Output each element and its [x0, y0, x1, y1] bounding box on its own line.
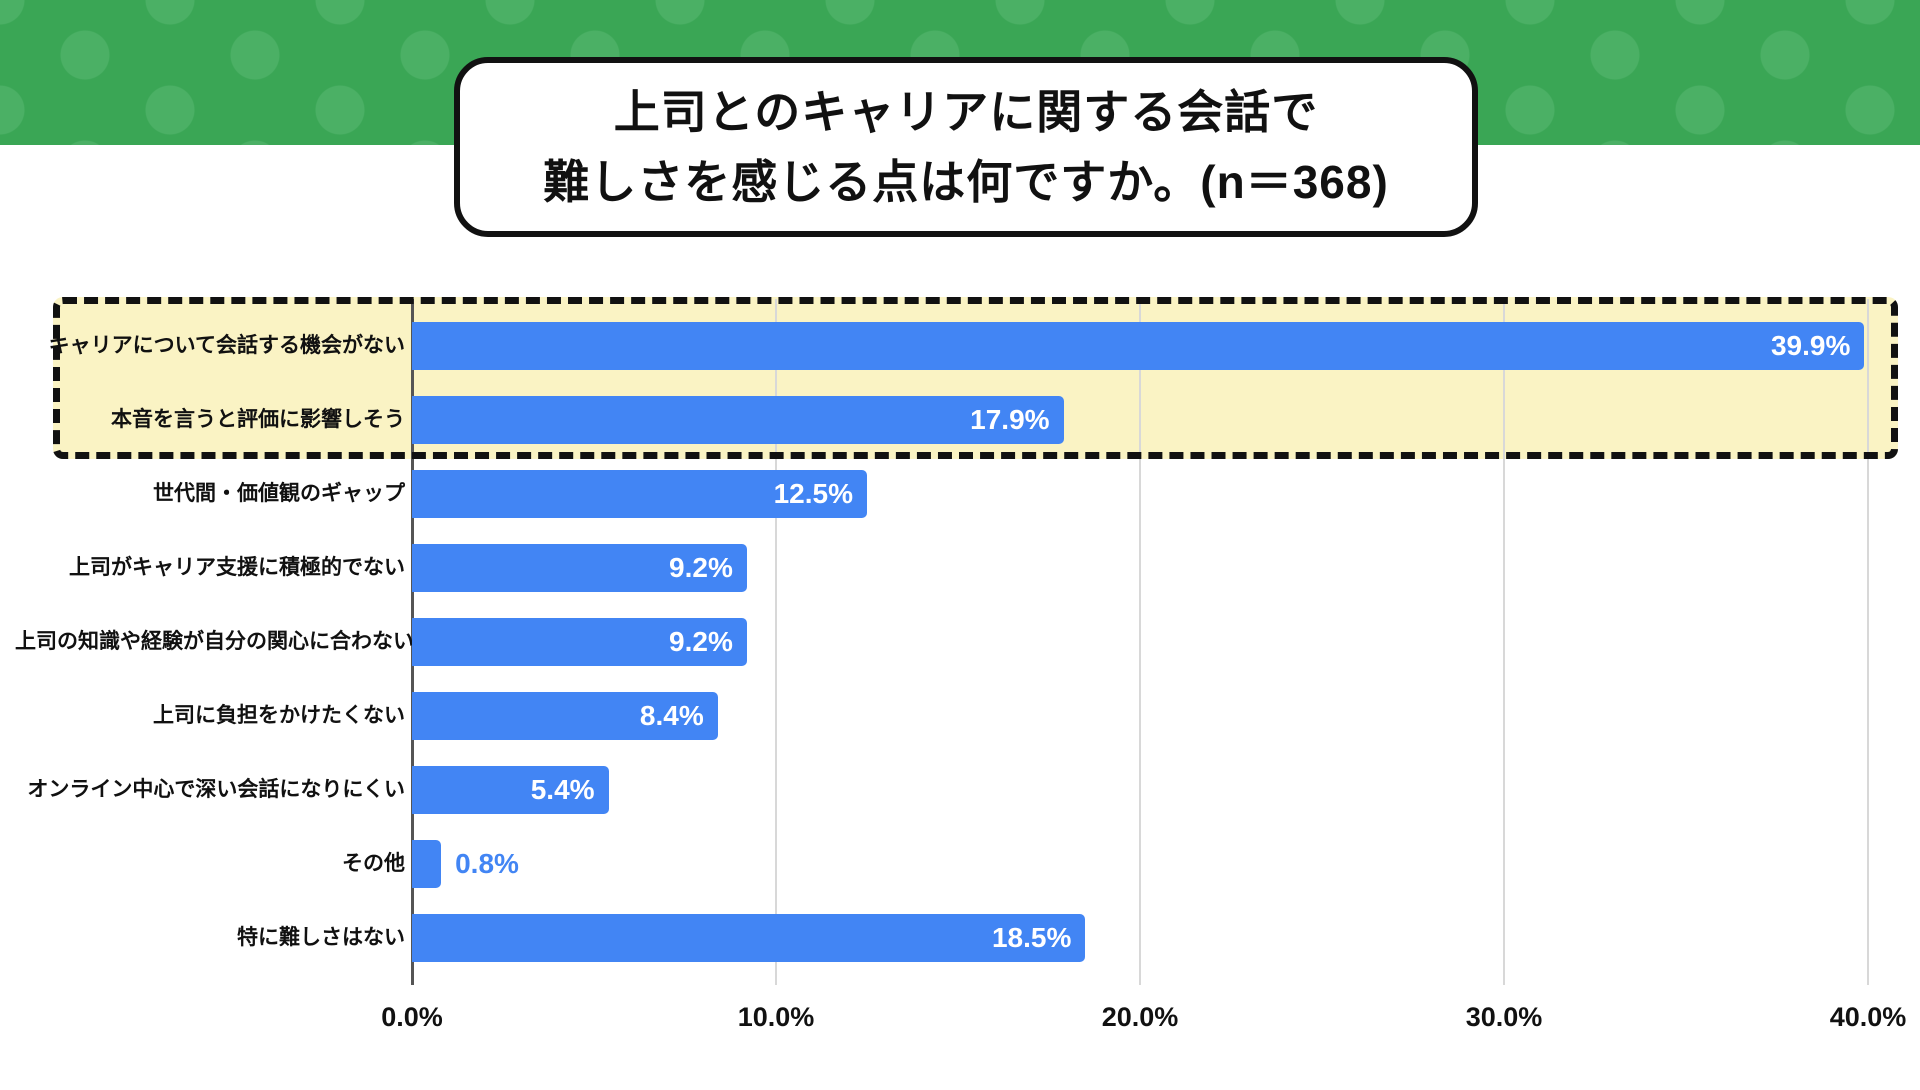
- category-label: 上司がキャリア支援に積極的でない: [69, 556, 405, 579]
- bar: 39.9%: [412, 322, 1865, 370]
- category-label: 本音を言うと評価に影響しそう: [111, 408, 405, 431]
- value-label: 12.5%: [773, 478, 853, 509]
- bar: 8.4%: [412, 692, 718, 740]
- category-label: その他: [342, 852, 405, 875]
- bar-row: オンライン中心で深い会話になりにくい 5.4%: [0, 766, 1920, 814]
- bar: 18.5%: [412, 914, 1086, 962]
- bar: 5.4%: [412, 766, 609, 814]
- bar: 12.5%: [412, 470, 867, 518]
- gridline: [1503, 299, 1505, 985]
- bar-row: 特に難しさはない 18.5%: [0, 914, 1920, 962]
- gridline: [1867, 299, 1869, 985]
- value-label: 18.5%: [991, 922, 1072, 953]
- category-label: オンライン中心で深い会話になりにくい: [27, 778, 405, 801]
- bar-row: 上司に負担をかけたくない 8.4%: [0, 692, 1920, 740]
- value-label: 17.9%: [970, 404, 1050, 435]
- bar-row: 上司がキャリア支援に積極的でない 9.2%: [0, 544, 1920, 592]
- gridline: [1139, 299, 1141, 985]
- page-title-line-2: 難しさを感じる点は何ですか。(n＝368): [543, 156, 1389, 208]
- category-label: 上司に負担をかけたくない: [153, 704, 405, 727]
- bar: [412, 840, 442, 888]
- bar: 9.2%: [412, 544, 747, 592]
- value-label: 5.4%: [530, 774, 595, 805]
- bar-row: 上司の知識や経験が自分の関心に合わない 9.2%: [0, 618, 1920, 666]
- title-card: 上司とのキャリアに関する会話で 難しさを感じる点は何ですか。(n＝368): [454, 57, 1478, 237]
- value-label: 0.8%: [455, 848, 519, 879]
- x-tick-label: 30.0%: [1465, 1002, 1543, 1032]
- value-label: 8.4%: [639, 700, 704, 731]
- bar-row: 世代間・価値観のギャップ 12.5%: [0, 470, 1920, 518]
- x-tick-label: 40.0%: [1829, 1002, 1907, 1032]
- bar: 9.2%: [412, 618, 747, 666]
- x-tick-label: 10.0%: [737, 1002, 815, 1032]
- category-label: 特に難しさはない: [237, 926, 405, 949]
- page-title-line-1: 上司とのキャリアに関する会話で: [613, 86, 1319, 138]
- x-tick-label: 0.0%: [381, 1002, 443, 1032]
- x-tick-label: 20.0%: [1101, 1002, 1179, 1032]
- value-label: 9.2%: [669, 626, 733, 657]
- bar-row: その他 0.8%: [0, 840, 1920, 888]
- value-label: 9.2%: [669, 552, 733, 583]
- bar: 17.9%: [412, 396, 1064, 444]
- category-label: 上司の知識や経験が自分の関心に合わない: [15, 630, 414, 653]
- category-label: キャリアについて会話する機会がない: [48, 334, 405, 357]
- category-label: 世代間・価値観のギャップ: [153, 482, 405, 505]
- bar-row: キャリアについて会話する機会がない 39.9%: [0, 322, 1920, 370]
- gridline: [775, 299, 777, 985]
- bar-row: 本音を言うと評価に影響しそう 17.9%: [0, 396, 1920, 444]
- value-label: 39.9%: [1770, 330, 1851, 361]
